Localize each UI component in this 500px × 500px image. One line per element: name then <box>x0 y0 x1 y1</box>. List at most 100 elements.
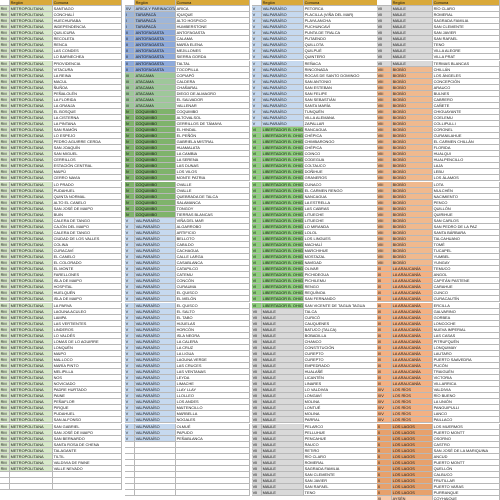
commune-cell[interactable]: MALLOCO <box>53 356 122 363</box>
region-name-cell[interactable]: VALPARAÍSO <box>135 393 176 400</box>
region-name-cell[interactable]: METROPOLITANA <box>10 423 53 430</box>
region-code-cell[interactable]: RM <box>0 356 10 363</box>
region-code-cell[interactable]: VII <box>252 326 262 333</box>
region-name-cell[interactable]: METROPOLITANA <box>10 235 53 242</box>
region-name-cell[interactable]: VALPARAÍSO <box>262 121 304 128</box>
region-code-cell[interactable]: IV <box>125 175 135 182</box>
region-name-cell[interactable]: BIOBÍO <box>392 211 433 218</box>
region-name-cell[interactable]: LA ARAUCANÍA <box>392 266 433 273</box>
region-name-cell[interactable]: VALPARAÍSO <box>262 108 304 115</box>
region-code-cell[interactable]: IX <box>377 363 392 370</box>
region-name-cell[interactable]: VALPARAÍSO <box>135 217 176 224</box>
region-name-cell[interactable]: ATACAMA <box>135 102 176 109</box>
commune-cell[interactable] <box>53 471 122 478</box>
region-name-cell[interactable]: VALPARAÍSO <box>135 308 176 315</box>
region-code-cell[interactable]: V <box>252 18 262 25</box>
region-code-cell[interactable]: VI <box>252 187 262 194</box>
region-name-cell[interactable]: MAULE <box>392 42 433 49</box>
region-name-cell[interactable]: MAULE <box>262 459 304 466</box>
commune-cell[interactable]: HORCÓN <box>176 326 250 333</box>
commune-cell[interactable]: CAJÓN DEL MAIPO <box>53 223 122 230</box>
region-name-cell[interactable]: VALPARAÍSO <box>135 302 176 309</box>
region-name-cell[interactable]: METROPOLITANA <box>10 193 53 200</box>
region-name-cell[interactable]: BIOBÍO <box>392 193 433 200</box>
commune-cell[interactable]: TOCOPILLA <box>176 66 250 73</box>
commune-cell[interactable]: ISLA DE MAIPO <box>53 278 122 285</box>
commune-cell[interactable]: PEÑALOLÉN <box>53 90 122 97</box>
region-code-cell[interactable]: IV <box>125 169 135 176</box>
region-code-cell[interactable]: VI <box>252 290 262 297</box>
region-code-cell[interactable]: V <box>125 338 135 345</box>
region-code-cell[interactable]: IX <box>377 356 392 363</box>
region-code-cell[interactable]: V <box>252 108 262 115</box>
region-name-cell[interactable]: VALPARAÍSO <box>135 369 176 376</box>
region-code-cell[interactable]: VIII <box>377 235 392 242</box>
region-name-cell[interactable]: METROPOLITANA <box>10 54 53 61</box>
region-code-cell[interactable]: V <box>252 78 262 85</box>
commune-cell[interactable]: LA CALERA <box>176 338 250 345</box>
region-code-cell[interactable]: V <box>252 121 262 128</box>
region-name-cell[interactable]: METROPOLITANA <box>10 296 53 303</box>
region-code-cell[interactable]: V <box>125 217 135 224</box>
region-name-cell[interactable]: LA ARAUCANÍA <box>392 296 433 303</box>
region-code-cell[interactable]: VIII <box>377 229 392 236</box>
region-name-cell[interactable]: LOS RÍOS <box>392 411 433 418</box>
commune-cell[interactable] <box>176 471 250 478</box>
region-name-cell[interactable]: MAULE <box>262 423 304 430</box>
region-name-cell[interactable]: LOS LAGOS <box>392 471 433 478</box>
region-code-cell[interactable]: VIII <box>377 145 392 152</box>
region-code-cell[interactable]: VI <box>252 266 262 273</box>
region-name-cell[interactable]: LIBERTADOR B. OHIGGINS <box>262 187 304 194</box>
region-code-cell[interactable]: RM <box>0 447 10 454</box>
region-code-cell[interactable]: V <box>125 344 135 351</box>
region-code-cell[interactable]: III <box>125 102 135 109</box>
commune-cell[interactable]: SAN BERNARDO <box>53 435 122 442</box>
region-name-cell[interactable]: LIBERTADOR B. OHIGGINS <box>262 260 304 267</box>
region-code-cell[interactable]: RM <box>0 296 10 303</box>
region-code-cell[interactable]: VIII <box>377 121 392 128</box>
region-code-cell[interactable]: VIII <box>377 127 392 134</box>
region-name-cell[interactable]: ANTOFAGASTA <box>135 36 176 43</box>
region-name-cell[interactable]: MAULE <box>262 453 304 460</box>
region-name-cell[interactable]: METROPOLITANA <box>10 139 53 146</box>
header-cell-commune[interactable]: Comuna <box>53 0 122 7</box>
commune-cell[interactable]: EL QUISCO <box>176 302 250 309</box>
region-name-cell[interactable]: VALPARAÍSO <box>135 387 176 394</box>
region-name-cell[interactable]: METROPOLITANA <box>10 181 53 188</box>
region-code-cell[interactable] <box>125 465 135 472</box>
region-code-cell[interactable]: V <box>125 320 135 327</box>
region-name-cell[interactable]: BIOBÍO <box>392 84 433 91</box>
region-code-cell[interactable]: VI <box>252 157 262 164</box>
region-name-cell[interactable]: METROPOLITANA <box>10 350 53 357</box>
region-code-cell[interactable]: VII <box>377 42 392 49</box>
commune-cell[interactable]: CABILDO <box>176 242 250 249</box>
region-name-cell[interactable]: MAULE <box>262 490 304 497</box>
region-code-cell[interactable]: V <box>252 66 262 73</box>
region-name-cell[interactable]: LOS LAGOS <box>392 429 433 436</box>
region-name-cell[interactable]: COQUIMBO <box>135 193 176 200</box>
commune-cell[interactable]: PEÑAFLOR <box>53 399 122 406</box>
commune-cell[interactable] <box>176 447 250 454</box>
region-name-cell[interactable]: COQUIMBO <box>135 175 176 182</box>
header-cell-blank[interactable] <box>125 0 135 7</box>
commune-cell[interactable]: COQUIMBO <box>176 108 250 115</box>
region-name-cell[interactable]: MAULE <box>262 465 304 472</box>
region-code-cell[interactable]: IV <box>125 205 135 212</box>
commune-cell[interactable]: GABRIELA MISTRAL <box>176 139 250 146</box>
region-code-cell[interactable]: RM <box>0 320 10 327</box>
region-name-cell[interactable]: MAULE <box>262 369 304 376</box>
region-name-cell[interactable]: METROPOLITANA <box>10 114 53 121</box>
region-name-cell[interactable]: METROPOLITANA <box>10 326 53 333</box>
region-name-cell[interactable]: BIOBÍO <box>392 127 433 134</box>
region-code-cell[interactable]: V <box>252 102 262 109</box>
region-name-cell[interactable] <box>10 471 53 478</box>
commune-cell[interactable] <box>53 477 122 484</box>
region-name-cell[interactable]: LA ARAUCANÍA <box>392 284 433 291</box>
commune-cell[interactable]: HUELQUÉN <box>53 290 122 297</box>
region-name-cell[interactable]: VALPARAÍSO <box>262 36 304 43</box>
region-name-cell[interactable]: VALPARAÍSO <box>135 356 176 363</box>
commune-cell[interactable]: CERRILLOS <box>53 157 122 164</box>
region-code-cell[interactable]: III <box>125 90 135 97</box>
region-code-cell[interactable]: V <box>125 369 135 376</box>
region-name-cell[interactable]: METROPOLITANA <box>10 151 53 158</box>
